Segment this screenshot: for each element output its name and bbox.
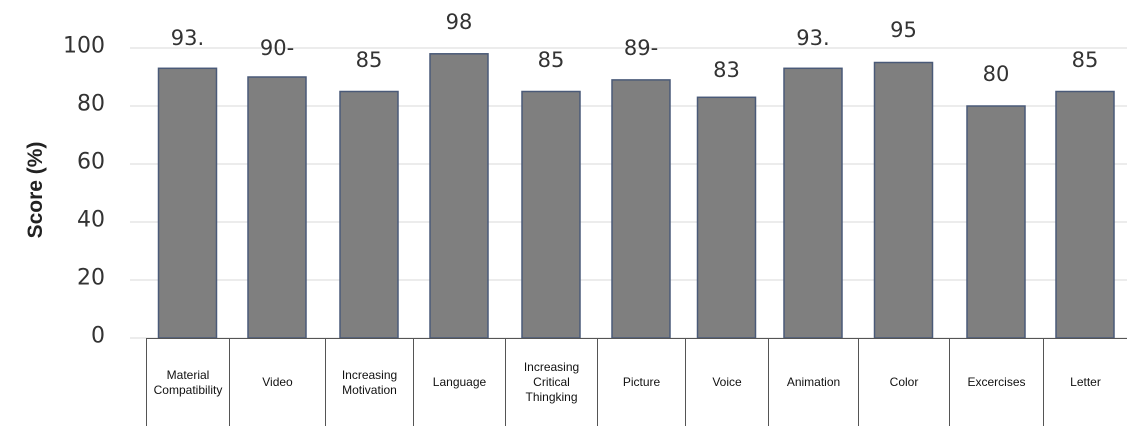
data-label: 85 bbox=[537, 48, 565, 72]
bar-increasing-motivation bbox=[339, 90, 399, 339]
bar-material-compatibility bbox=[157, 67, 218, 339]
category-label: Increasing Critical Thingking bbox=[506, 338, 598, 426]
category-label: Material Compatibility bbox=[147, 338, 230, 426]
bar-color bbox=[873, 61, 934, 339]
category-label: Increasing Motivation bbox=[326, 338, 414, 426]
bar-excercises bbox=[966, 105, 1026, 339]
y-tick-label: 100 bbox=[63, 33, 105, 59]
bar-picture bbox=[611, 79, 671, 339]
y-tick-label: 20 bbox=[77, 265, 105, 291]
data-label: 90- bbox=[259, 36, 295, 60]
y-tick-label: 0 bbox=[91, 323, 105, 349]
category-label: Video bbox=[230, 338, 326, 426]
y-tick-label: 40 bbox=[77, 207, 105, 233]
data-label: 93. bbox=[796, 26, 830, 50]
y-tick-label: 80 bbox=[77, 91, 105, 117]
data-label: 95 bbox=[890, 18, 917, 42]
category-label: Letter bbox=[1044, 338, 1127, 426]
category-label: Animation bbox=[769, 338, 859, 426]
data-label: 89- bbox=[623, 36, 659, 60]
data-label: 85 bbox=[355, 48, 383, 72]
bar-language bbox=[429, 53, 489, 339]
bar-video bbox=[247, 76, 307, 339]
category-label: Picture bbox=[598, 338, 686, 426]
category-table: Material Compatibility Video Increasing Mo… bbox=[146, 338, 1127, 426]
y-tick-label: 60 bbox=[77, 149, 105, 175]
category-label: Excercises bbox=[950, 338, 1044, 426]
bar-voice bbox=[696, 96, 757, 339]
data-label: 85 bbox=[1071, 48, 1099, 72]
y-axis-label: Score (%) bbox=[24, 141, 47, 239]
category-label: Voice bbox=[686, 338, 769, 426]
data-label: 80 bbox=[982, 62, 1010, 86]
category-label: Language bbox=[414, 338, 506, 426]
bar-increasing-critical-thingking bbox=[521, 90, 581, 339]
bar-animation bbox=[783, 67, 843, 339]
category-label: Color bbox=[859, 338, 950, 426]
data-label: 98 bbox=[445, 10, 473, 34]
data-label: 93. bbox=[170, 26, 205, 50]
bar-letter bbox=[1055, 90, 1115, 339]
data-label: 83 bbox=[713, 58, 740, 82]
